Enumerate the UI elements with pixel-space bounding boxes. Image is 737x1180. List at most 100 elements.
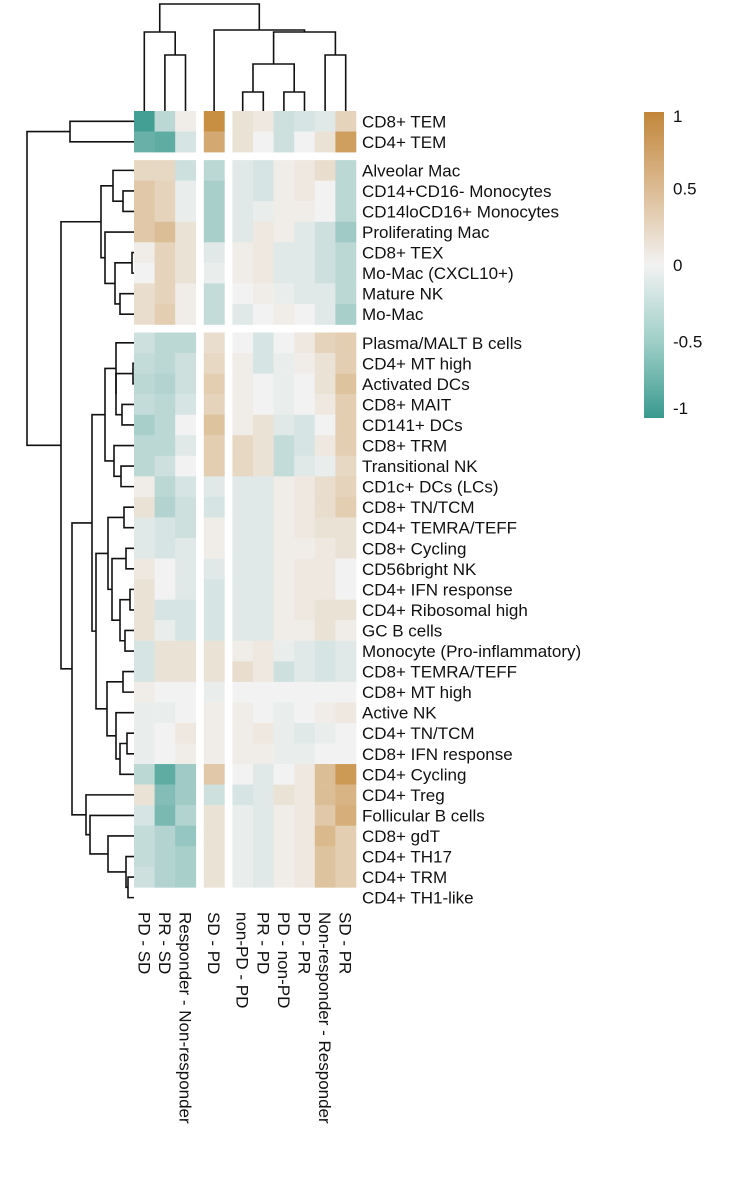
heatmap-cell [203,784,225,806]
heatmap-cell [232,743,254,765]
heatmap-cell [203,702,225,724]
dendrogram-branch [125,547,134,570]
row-label: CD4+ TEM [362,133,446,152]
heatmap-cell [273,131,295,153]
heatmap-cell [314,455,336,477]
heatmap-cell [335,825,357,847]
row-label: Transitional NK [362,457,478,476]
row-label: Mo-Mac (CXCL10+) [362,264,514,283]
heatmap-cell [134,476,155,498]
heatmap-cell [253,221,274,243]
heatmap-cell [175,661,197,683]
heatmap-cell [203,283,225,305]
heatmap-cell [203,160,225,181]
heatmap-cell [253,517,274,539]
heatmap-cell [175,784,197,806]
heatmap-cell [134,538,155,559]
legend-colorbar [644,112,664,418]
legend-tick-label: 0 [673,256,682,275]
heatmap-cell [314,579,336,600]
heatmap-cell [314,131,336,153]
heatmap-cell [154,332,176,354]
heatmap-cell [134,681,155,703]
heatmap-cell [273,221,295,243]
heatmap-cell [203,262,225,284]
dendrogram-branch [123,506,134,529]
row-label: CD8+ MT high [362,683,472,702]
dendrogram-branch [252,63,296,92]
heatmap-cell [314,303,336,325]
heatmap-cell [253,538,274,559]
row-label: CD8+ gdT [362,827,440,846]
heatmap-cell [175,517,197,539]
column-label: PD - non-PD [274,912,293,1008]
heatmap-cell [232,476,254,498]
heatmap-cell [335,435,357,457]
heatmap-cell [134,620,155,642]
row-label: CD4+ MT high [362,354,472,373]
heatmap-cell [253,476,274,498]
heatmap-cell [314,661,336,683]
heatmap-cell [134,414,155,436]
heatmap-cell [335,373,357,395]
heatmap-cell [203,353,225,374]
heatmap-cell [294,180,316,202]
heatmap-cell [175,180,197,202]
heatmap-cell [294,784,316,806]
dendrogram-branch [122,670,134,693]
heatmap-cell [203,180,225,202]
dendrogram-branch [131,251,134,274]
heatmap-cell [154,681,176,703]
heatmap-cell [232,160,254,181]
heatmap-cell [253,825,274,847]
row-label: CD8+ TEX [362,244,443,263]
heatmap-cell [175,394,197,415]
heatmap-cell [175,764,197,785]
heatmap-cell [154,262,176,284]
heatmap-cell [134,702,155,724]
heatmap-cell [253,558,274,580]
heatmap-cell [232,517,254,539]
heatmap-cell [175,303,197,325]
heatmap-cell [203,242,225,264]
heatmap-cell [335,180,357,202]
dendrogram-branch [129,588,134,611]
heatmap-cell [154,476,176,498]
heatmap-cell [294,640,316,662]
dendrogram-branch [60,220,101,670]
dendrogram-branch [132,362,134,385]
heatmap-cell [335,620,357,642]
heatmap-cell [175,722,197,744]
row-label: CD4+ TH1-like [362,889,474,908]
heatmap-cell [314,702,336,724]
row-label: CD4+ IFN response [362,580,513,599]
heatmap-cell [273,538,295,559]
heatmap-cell [335,558,357,580]
column-label: PR - SD [155,912,174,974]
row-label: CD141+ DCs [362,416,463,435]
column-label: SD - PR [336,912,355,974]
heatmap-cell [273,640,295,662]
heatmap-cell [154,722,176,744]
heatmap-cell [232,805,254,826]
heatmap-cell [335,702,357,724]
heatmap-cell [232,242,254,264]
heatmap-cell [154,825,176,847]
heatmap-cell [294,805,316,826]
heatmap-cell [314,558,336,580]
heatmap-cell [203,496,225,518]
heatmap-cell [273,435,295,457]
heatmap-cell [273,496,295,518]
heatmap-cell [203,599,225,621]
heatmap-cell [294,455,316,477]
heatmap-cell [335,784,357,806]
dendrogram-branch [113,444,134,478]
heatmap-cell [232,722,254,744]
heatmap-cell [314,599,336,621]
column-dendrogram [143,3,347,111]
heatmap-cell [253,353,274,374]
heatmap-cell [314,743,336,765]
heatmap-cell [314,180,336,202]
row-label: CD4+ TN/TCM [362,724,475,743]
heatmap-cell [175,640,197,662]
